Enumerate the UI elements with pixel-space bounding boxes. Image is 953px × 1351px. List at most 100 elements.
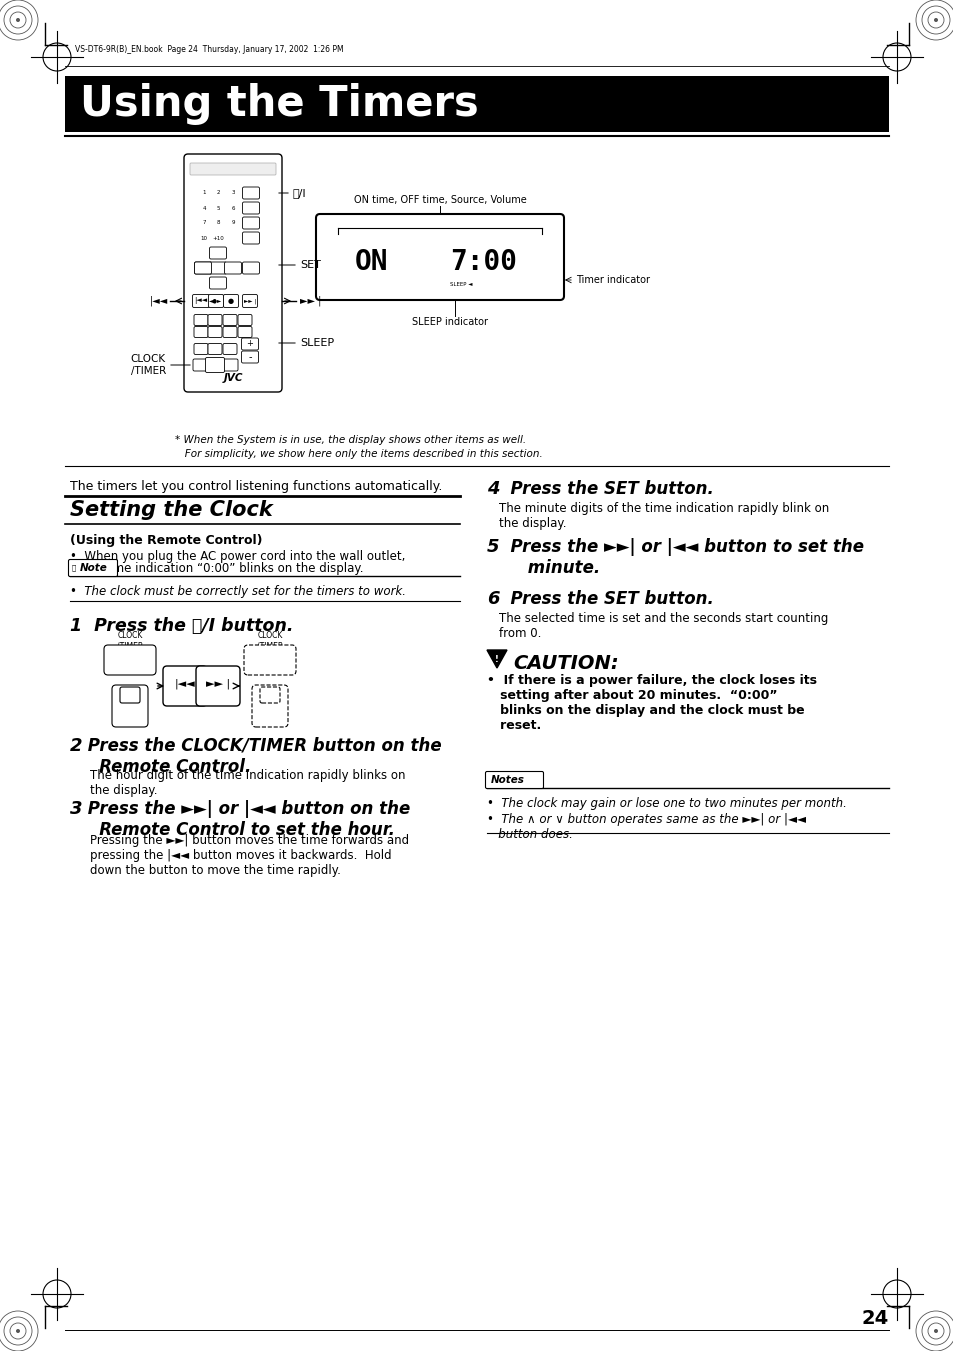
Text: |◄◄: |◄◄: [150, 296, 168, 307]
FancyBboxPatch shape: [237, 327, 252, 338]
Text: The selected time is set and the seconds start counting
from 0.: The selected time is set and the seconds…: [498, 612, 827, 640]
FancyBboxPatch shape: [194, 262, 212, 274]
Text: 3: 3: [70, 800, 82, 817]
Text: JVC: JVC: [223, 373, 242, 382]
FancyBboxPatch shape: [208, 343, 222, 354]
FancyBboxPatch shape: [194, 262, 212, 274]
Text: Notes: Notes: [491, 775, 524, 785]
Text: Press the ►►| or |◄◄ button to set the
     minute.: Press the ►►| or |◄◄ button to set the m…: [498, 538, 863, 577]
Text: Press the SET button.: Press the SET button.: [498, 480, 713, 499]
FancyBboxPatch shape: [208, 327, 222, 338]
Text: •  If there is a power failure, the clock loses its
   setting after about 20 mi: • If there is a power failure, the clock…: [486, 674, 816, 732]
Text: Setting the Clock: Setting the Clock: [70, 500, 273, 520]
Circle shape: [227, 203, 238, 213]
FancyBboxPatch shape: [244, 644, 295, 676]
Circle shape: [198, 203, 210, 213]
Text: 4: 4: [486, 480, 499, 499]
Text: |◄◄: |◄◄: [174, 678, 195, 689]
FancyBboxPatch shape: [242, 232, 259, 245]
Text: +: +: [246, 339, 253, 349]
Text: 1  Press the ⏻/I button.: 1 Press the ⏻/I button.: [70, 617, 294, 635]
Text: 5: 5: [486, 538, 499, 557]
Text: 24: 24: [861, 1309, 888, 1328]
Circle shape: [213, 203, 223, 213]
FancyBboxPatch shape: [184, 154, 282, 392]
FancyBboxPatch shape: [241, 351, 258, 363]
Text: * When the System is in use, the display shows other items as well.: * When the System is in use, the display…: [174, 435, 525, 444]
FancyBboxPatch shape: [193, 327, 208, 338]
Circle shape: [227, 218, 238, 228]
Circle shape: [933, 18, 937, 22]
Text: 📖: 📖: [71, 565, 76, 571]
Text: ►► |: ►► |: [299, 296, 321, 307]
Text: 8: 8: [216, 220, 219, 226]
Text: •  The clock may gain or lose one to two minutes per month.: • The clock may gain or lose one to two …: [486, 797, 846, 811]
Text: !: !: [495, 654, 498, 663]
FancyBboxPatch shape: [112, 685, 148, 727]
Text: Pressing the ►►| button moves the time forwards and
pressing the |◄◄ button move: Pressing the ►►| button moves the time f…: [90, 834, 409, 877]
FancyBboxPatch shape: [485, 771, 543, 789]
Text: The timers let you control listening functions automatically.: The timers let you control listening fun…: [70, 480, 442, 493]
Text: Using the Timers: Using the Timers: [80, 82, 478, 126]
FancyBboxPatch shape: [242, 262, 259, 274]
Text: ►► |: ►► |: [244, 299, 255, 304]
Text: 9: 9: [231, 220, 234, 226]
FancyBboxPatch shape: [224, 262, 241, 274]
FancyBboxPatch shape: [223, 315, 236, 326]
Circle shape: [198, 218, 210, 228]
FancyBboxPatch shape: [195, 666, 240, 707]
Text: +10: +10: [212, 235, 224, 240]
FancyBboxPatch shape: [69, 559, 117, 577]
Text: 10: 10: [200, 235, 208, 240]
FancyBboxPatch shape: [210, 277, 226, 289]
Text: 6: 6: [486, 590, 499, 608]
Text: Press the SET button.: Press the SET button.: [498, 590, 713, 608]
FancyBboxPatch shape: [223, 327, 236, 338]
FancyBboxPatch shape: [241, 338, 258, 350]
Text: ◄●►: ◄●►: [209, 299, 222, 304]
Text: CLOCK
/TIMER: CLOCK /TIMER: [131, 354, 166, 376]
Circle shape: [198, 188, 210, 199]
Circle shape: [933, 1329, 937, 1333]
Text: Press the ►►| or |◄◄ button on the
   Remote Control to set the hour.: Press the ►►| or |◄◄ button on the Remot…: [82, 800, 410, 839]
FancyBboxPatch shape: [210, 247, 226, 259]
Bar: [65, 76, 888, 132]
Text: ON time, OFF time, Source, Volume: ON time, OFF time, Source, Volume: [354, 195, 526, 205]
Circle shape: [16, 18, 20, 22]
FancyBboxPatch shape: [209, 295, 223, 308]
Circle shape: [16, 1329, 20, 1333]
Text: Timer indicator: Timer indicator: [576, 276, 649, 285]
Text: For simplicity, we show here only the items described in this section.: For simplicity, we show here only the it…: [174, 449, 542, 459]
Text: SET: SET: [299, 259, 320, 270]
Text: SLEEP indicator: SLEEP indicator: [412, 317, 488, 327]
Text: ⏻/I: ⏻/I: [293, 188, 306, 199]
Text: SLEEP: SLEEP: [299, 338, 334, 349]
Text: ●: ●: [228, 299, 233, 304]
Circle shape: [198, 232, 210, 243]
Text: Note: Note: [80, 563, 108, 573]
FancyBboxPatch shape: [193, 295, 210, 308]
FancyBboxPatch shape: [222, 359, 237, 372]
Circle shape: [227, 188, 238, 199]
Text: 3: 3: [231, 190, 234, 196]
FancyBboxPatch shape: [242, 186, 259, 199]
FancyBboxPatch shape: [242, 295, 257, 308]
Text: •  When you plug the AC power cord into the wall outlet,: • When you plug the AC power cord into t…: [70, 550, 405, 563]
Circle shape: [213, 188, 223, 199]
Text: The hour digit of the time indication rapidly blinks on
the display.: The hour digit of the time indication ra…: [90, 769, 405, 797]
Text: The minute digits of the time indication rapidly blink on
the display.: The minute digits of the time indication…: [498, 503, 828, 530]
Text: CAUTION:: CAUTION:: [513, 654, 618, 673]
Text: ►► |: ►► |: [206, 678, 230, 689]
FancyBboxPatch shape: [237, 315, 252, 326]
FancyBboxPatch shape: [193, 359, 209, 372]
FancyBboxPatch shape: [190, 163, 275, 176]
FancyBboxPatch shape: [242, 203, 259, 213]
Circle shape: [213, 232, 223, 243]
FancyBboxPatch shape: [193, 315, 208, 326]
Text: (Using the Remote Control): (Using the Remote Control): [70, 534, 262, 547]
FancyBboxPatch shape: [120, 688, 140, 703]
Text: 7:00: 7:00: [450, 249, 517, 276]
FancyBboxPatch shape: [104, 644, 156, 676]
FancyBboxPatch shape: [223, 343, 236, 354]
Text: 6: 6: [231, 205, 234, 211]
